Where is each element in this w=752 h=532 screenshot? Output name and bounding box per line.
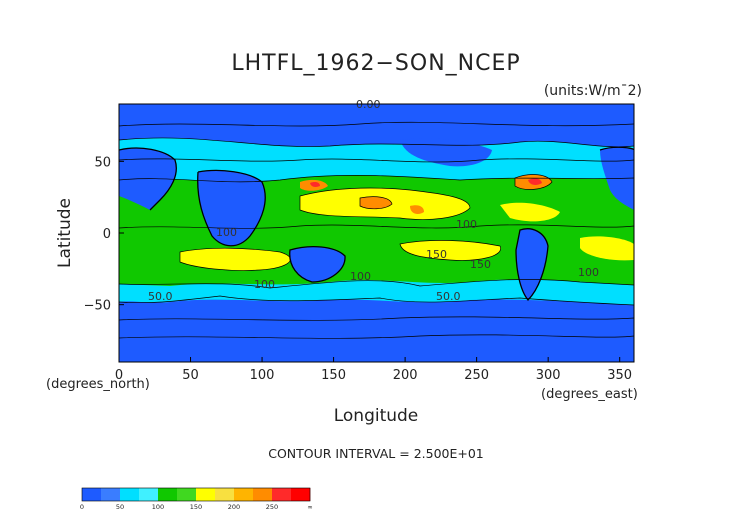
y-tick-label: 50: [94, 155, 111, 170]
colorbar-swatch: [291, 488, 311, 501]
colorbar: [81, 487, 311, 502]
colorbar-label: 150: [190, 503, 202, 511]
x-tick-label: 200: [393, 368, 418, 383]
x-axis-label: Longitude: [334, 406, 419, 426]
colorbar-swatch: [253, 488, 273, 501]
colorbar-swatch: [177, 488, 197, 501]
x-tick-label: 350: [607, 368, 632, 383]
contour-label: 150: [470, 258, 491, 271]
y-axis-label: Latitude: [55, 198, 75, 268]
contour-label: 100: [578, 266, 599, 279]
contour-label: 100: [216, 226, 237, 239]
contour-label: 100: [350, 270, 371, 283]
colorbar-swatch: [101, 488, 121, 501]
contour-label: 100: [456, 218, 477, 231]
x-unit-label: (degrees_east): [541, 387, 638, 402]
units-label: (units:W/m¯2): [544, 83, 642, 99]
colorbar-swatch: [272, 488, 292, 501]
y-tick-label: 0: [103, 227, 111, 242]
x-tick-label: 0: [115, 368, 123, 383]
contour-lines: [119, 121, 634, 339]
x-tick-label: 150: [321, 368, 346, 383]
x-tick-label: 250: [464, 368, 489, 383]
colorbar-swatch: [82, 488, 102, 501]
colorbar-swatch: [120, 488, 140, 501]
colorbar-label: 200: [228, 503, 240, 511]
contour-interval-note: CONTOUR INTERVAL = 2.500E+01: [268, 446, 484, 461]
colorbar-labels: 0 50 100 150 200 250 ∞: [80, 503, 313, 511]
chart-title: LHTFL_1962−SON_NCEP: [231, 51, 520, 76]
colorbar-swatch: [139, 488, 159, 501]
colorbar-swatch: [196, 488, 216, 501]
colorbar-swatch: [234, 488, 254, 501]
coastlines: [119, 146, 634, 301]
y-unit-label: (degrees_north): [46, 377, 150, 392]
contour-label: 150: [426, 248, 447, 261]
colorbar-label: 50: [116, 503, 124, 511]
y-tick-label: −50: [84, 299, 111, 314]
colorbar-swatch: [215, 488, 235, 501]
x-tick-label: 300: [536, 368, 561, 383]
x-axis: 0 50 100 150 200 250 300 350: [115, 357, 632, 383]
colorbar-label: ∞: [307, 503, 312, 511]
contour-label: 50.0: [148, 290, 173, 303]
contour-labels: 0.00 100 100 150 150 100 100 50.0 50.0 1…: [148, 98, 599, 303]
x-tick-label: 100: [250, 368, 275, 383]
colorbar-label: 0: [80, 503, 84, 511]
x-tick-label: 50: [182, 368, 199, 383]
colorbar-swatch: [158, 488, 178, 501]
colorbar-label: 100: [152, 503, 164, 511]
contour-label: 100: [254, 278, 275, 291]
contour-label: 50.0: [436, 290, 461, 303]
colorbar-label: 250: [266, 503, 278, 511]
heatmap-field: [119, 104, 634, 362]
colorbar-frame: [81, 487, 311, 502]
y-axis: 50 0 −50: [84, 155, 124, 314]
